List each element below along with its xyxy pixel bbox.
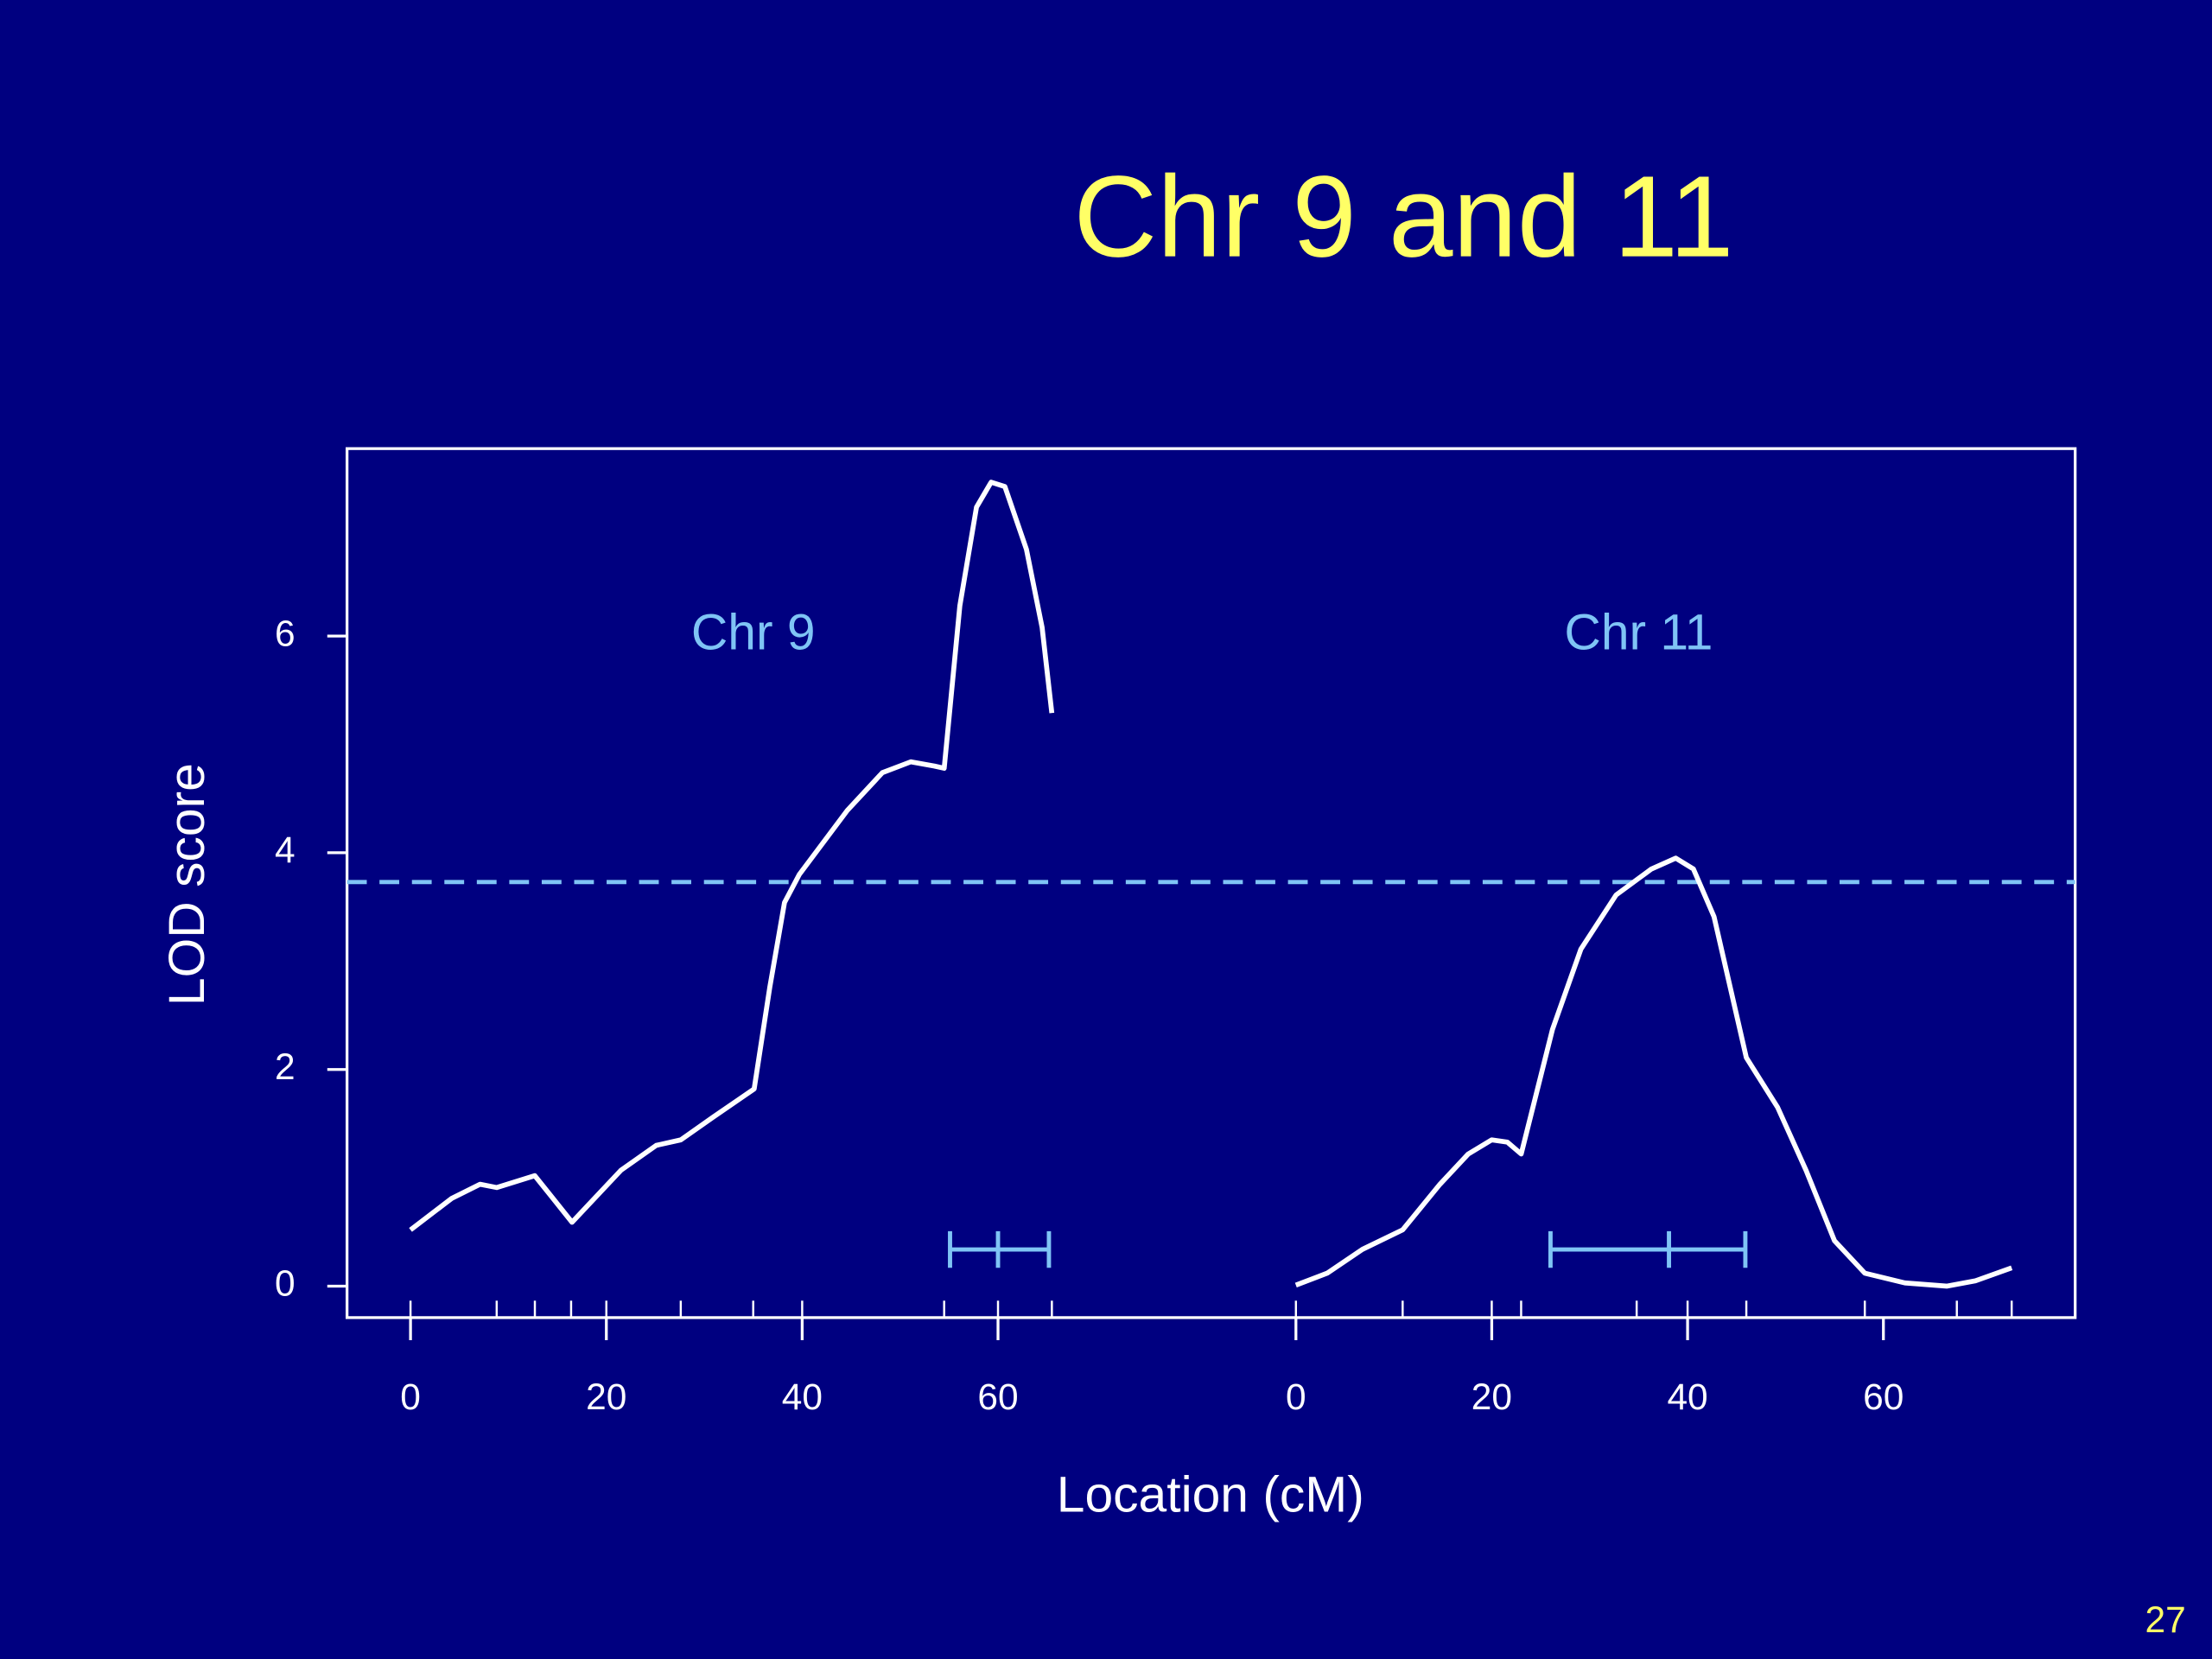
series-label: Chr 11	[1564, 605, 1713, 661]
y-tick-label: 0	[275, 1263, 296, 1304]
y-tick-label: 2	[275, 1046, 296, 1087]
x-tick-label: 60	[1863, 1376, 1904, 1417]
x-axis-title: Location (cM)	[1057, 1466, 1364, 1522]
lod-curve	[409, 480, 1055, 1232]
series-label: Chr 9	[691, 605, 816, 661]
lod-curve	[1294, 855, 2013, 1289]
x-tick-label: 20	[586, 1376, 626, 1417]
x-tick-label: 0	[1286, 1376, 1306, 1417]
y-axis-title: LOD score	[159, 763, 215, 1006]
y-tick-label: 4	[275, 830, 296, 870]
x-tick-label: 60	[977, 1376, 1018, 1417]
x-tick-label: 20	[1471, 1376, 1512, 1417]
page-number: 27	[2145, 1599, 2186, 1640]
x-tick-label: 40	[1667, 1376, 1707, 1417]
y-tick-label: 6	[275, 613, 296, 653]
x-tick-label: 0	[400, 1376, 421, 1417]
x-tick-label: 40	[782, 1376, 823, 1417]
slide-title: Chr 9 and 11	[1073, 153, 1733, 282]
